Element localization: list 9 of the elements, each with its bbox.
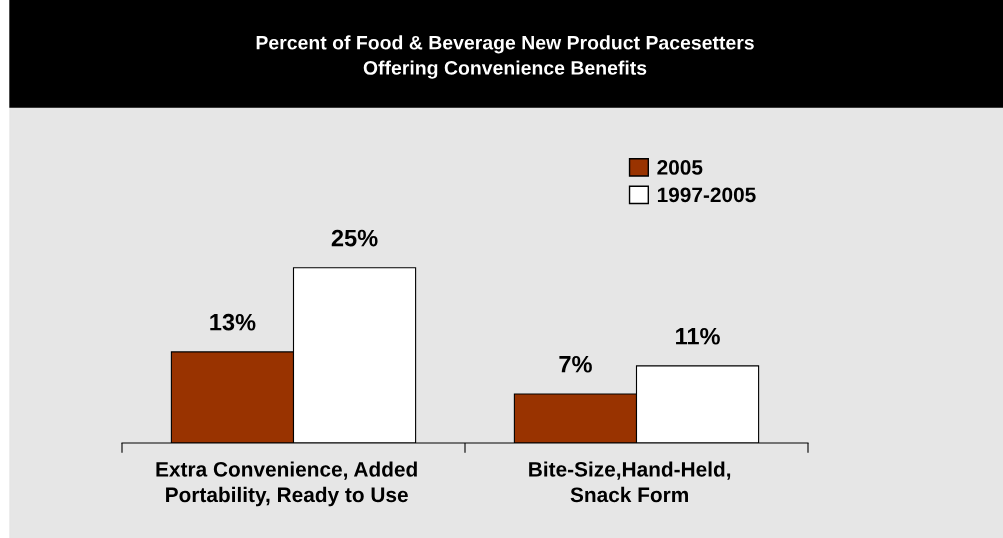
data-label: 7% — [559, 355, 592, 373]
x-tick-label: Bite-Size,Hand-Held, Snack Form — [529, 461, 731, 503]
data-label: 13% — [210, 313, 256, 331]
chart-title: Percent of Food & Beverage New Product Pacesetters Offering Convenience Benefits — [256, 35, 754, 79]
legend-label: 2005 — [657, 160, 703, 175]
x-tick-label: Extra Convenience, Added Portability, Ready to Use — [156, 461, 417, 507]
legend-label: 1997-2005 — [657, 187, 756, 203]
data-label: 11% — [676, 327, 720, 345]
data-label: 25% — [331, 229, 378, 247]
